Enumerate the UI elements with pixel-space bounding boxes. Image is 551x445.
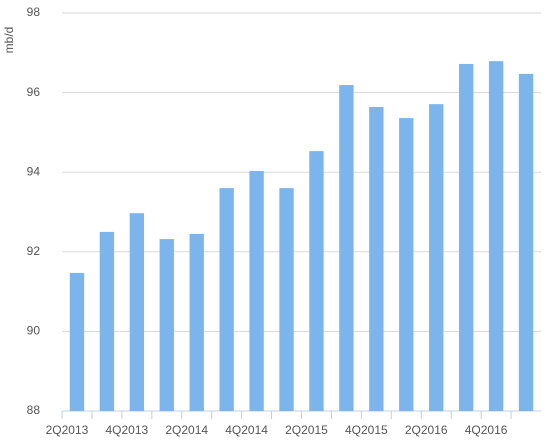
y-tick-label: 94 [27,164,41,178]
bar [189,233,204,411]
x-tick-label: 2Q2016 [405,423,448,437]
bar [518,73,534,412]
y-tick-label: 96 [27,85,41,99]
bar [369,106,384,411]
y-tick-label: 88 [27,403,41,417]
x-tick-label: 4Q2014 [225,423,268,437]
bar [279,188,294,411]
x-tick-label: 2Q2014 [165,423,208,437]
bar [429,104,444,411]
bar [399,118,414,412]
bar [129,213,145,411]
bar [488,61,504,412]
x-tick-label: 2Q2013 [46,423,89,437]
x-tick-label: 4Q2013 [105,423,148,437]
bar [99,231,115,411]
x-tick-label: 4Q2015 [345,423,388,437]
x-tick-label: 4Q2016 [465,423,508,437]
bar [159,239,174,411]
bar [249,171,264,411]
bar [69,272,85,411]
bar [458,63,474,411]
bar [219,188,234,411]
x-tick-label: 2Q2015 [285,423,328,437]
y-axis-label: mb/d [2,27,16,54]
y-tick-label: 92 [27,244,41,258]
bar [309,151,324,411]
bar [339,85,354,412]
y-tick-label: 90 [27,324,41,338]
y-tick-label: 98 [27,5,41,19]
